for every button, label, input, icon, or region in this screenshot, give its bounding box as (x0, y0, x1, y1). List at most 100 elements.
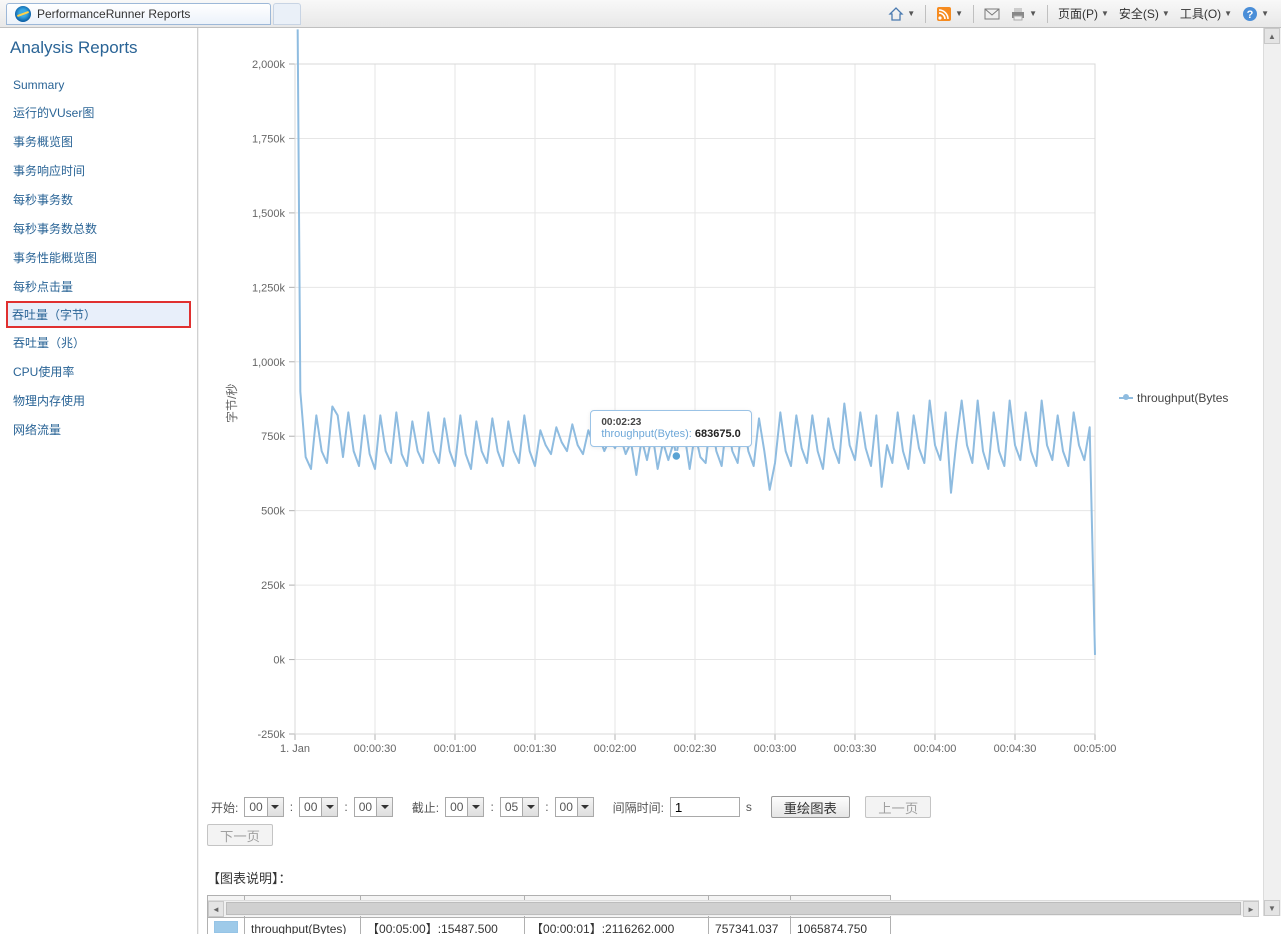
svg-text:250k: 250k (261, 580, 285, 592)
content-area: Analysis Reports Summary运行的VUser图事务概览图事务… (0, 28, 1281, 934)
svg-text:00:05:00: 00:05:00 (1074, 743, 1117, 755)
horizontal-scrollbar[interactable]: ◄ ► (208, 900, 1259, 916)
feeds-button[interactable]: ▼ (936, 6, 963, 22)
next-page-button[interactable]: 下一页 (207, 824, 273, 846)
nav-item-4[interactable]: 每秒事务数 (6, 185, 191, 214)
tab-title: PerformanceRunner Reports (37, 7, 190, 21)
nav-item-6[interactable]: 事务性能概览图 (6, 243, 191, 272)
chart-controls: 开始: 00 : 00 : 00 截止: 00 : 05 : 00 间隔时间: … (203, 788, 1259, 822)
nav-item-11[interactable]: 物理内存使用 (6, 386, 191, 415)
mail-icon (984, 6, 1000, 22)
main-panel: -250k 0k 250k 500k 750k 1,000k 1,250k 1,500k 1,7… (198, 28, 1281, 934)
svg-text:2,000k: 2,000k (252, 59, 286, 71)
svg-text:00:04:30: 00:04:30 (994, 743, 1037, 755)
help-button[interactable]: ? ▼ (1242, 6, 1269, 22)
svg-text:00:03:00: 00:03:00 (754, 743, 797, 755)
svg-text:00:00:30: 00:00:30 (354, 743, 397, 755)
svg-text:00:02:30: 00:02:30 (674, 743, 717, 755)
rss-icon (936, 6, 952, 22)
svg-text:1,250k: 1,250k (252, 282, 286, 294)
throughput-chart: -250k 0k 250k 500k 750k 1,000k 1,250k 1,500k 1,7… (199, 28, 1259, 788)
interval-label: 间隔时间: (613, 799, 664, 816)
tooltip-value: 683675.0 (695, 428, 741, 440)
print-icon (1010, 6, 1026, 22)
chart-controls-2: 下一页 (199, 822, 1259, 850)
browser-tab-active[interactable]: PerformanceRunner Reports (6, 3, 271, 25)
svg-text:1. Jan: 1. Jan (280, 743, 310, 755)
scroll-left-icon[interactable]: ◄ (208, 901, 224, 917)
table-section-title: 【图表说明】： (199, 850, 1259, 895)
home-button[interactable]: ▼ (888, 6, 915, 22)
chart-legend[interactable]: throughput(Bytes (1119, 391, 1228, 405)
svg-text:-250k: -250k (257, 729, 285, 741)
nav-list: Summary运行的VUser图事务概览图事务响应时间每秒事务数每秒事务数总数事… (0, 68, 197, 448)
svg-text:0k: 0k (273, 655, 285, 667)
svg-text:00:01:00: 00:01:00 (434, 743, 477, 755)
scroll-right-icon[interactable]: ► (1243, 901, 1259, 917)
safety-menu[interactable]: 安全(S) ▼ (1119, 5, 1170, 22)
table-cell: throughput(Bytes) (245, 918, 361, 934)
table-cell: 【00:00:01】:2116262.000 (525, 918, 709, 934)
prev-page-button[interactable]: 上一页 (865, 796, 931, 818)
vertical-scrollbar[interactable]: ▲ ▼ (1263, 28, 1281, 916)
scroll-down-icon[interactable]: ▼ (1264, 900, 1280, 916)
svg-text:00:02:00: 00:02:00 (594, 743, 637, 755)
svg-text:1,000k: 1,000k (252, 357, 286, 369)
browser-toolbar: PerformanceRunner Reports ▼ ▼ ▼ 页面(P) ▼ … (0, 0, 1281, 28)
interval-unit: s (746, 800, 752, 814)
nav-item-5[interactable]: 每秒事务数总数 (6, 214, 191, 243)
new-tab-button[interactable] (273, 3, 301, 25)
start-min-select[interactable]: 00 (299, 797, 338, 817)
mail-button[interactable] (984, 6, 1000, 22)
page-menu[interactable]: 页面(P) ▼ (1058, 5, 1109, 22)
table-cell: 757341.037 (709, 918, 791, 934)
nav-item-0[interactable]: Summary (6, 72, 191, 98)
svg-text:00:01:30: 00:01:30 (514, 743, 557, 755)
tools-menu[interactable]: 工具(O) ▼ (1180, 5, 1232, 22)
sidebar: Analysis Reports Summary运行的VUser图事务概览图事务… (0, 28, 198, 934)
ie-icon (15, 6, 31, 22)
nav-item-7[interactable]: 每秒点击量 (6, 272, 191, 301)
nav-item-8[interactable]: 吞吐量（字节） (6, 301, 191, 328)
start-sec-select[interactable]: 00 (354, 797, 393, 817)
end-hour-select[interactable]: 00 (445, 797, 484, 817)
scroll-thumb[interactable] (226, 902, 1241, 915)
legend-label: throughput(Bytes (1137, 391, 1228, 405)
svg-text:1,750k: 1,750k (252, 133, 286, 145)
interval-input[interactable] (670, 797, 740, 817)
end-sec-select[interactable]: 00 (555, 797, 594, 817)
tab-bar: PerformanceRunner Reports (0, 3, 888, 25)
sidebar-title: Analysis Reports (0, 36, 197, 68)
svg-text:00:04:00: 00:04:00 (914, 743, 957, 755)
table-cell: 1065874.750 (791, 918, 891, 934)
start-hour-select[interactable]: 00 (244, 797, 283, 817)
chart-wrap: -250k 0k 250k 500k 750k 1,000k 1,250k 1,500k 1,7… (199, 28, 1259, 934)
table-cell: 【00:05:00】:15487.500 (361, 918, 525, 934)
svg-text:1,500k: 1,500k (252, 208, 286, 220)
scroll-up-icon[interactable]: ▲ (1264, 28, 1280, 44)
redraw-button[interactable]: 重绘图表 (771, 796, 850, 818)
toolbar-right: ▼ ▼ ▼ 页面(P) ▼ 安全(S) ▼ 工具(O) ▼ ? ▼ (888, 5, 1281, 23)
start-label: 开始: (211, 799, 238, 816)
end-label: 截止: (412, 799, 439, 816)
svg-text:00:03:30: 00:03:30 (834, 743, 877, 755)
svg-text:500k: 500k (261, 506, 285, 518)
end-min-select[interactable]: 05 (500, 797, 539, 817)
nav-item-10[interactable]: CPU使用率 (6, 357, 191, 386)
home-icon (888, 6, 904, 22)
chart-tooltip: 00:02:23 throughput(Bytes): 683675.0 (590, 410, 751, 447)
y-axis-title: 字节/秒 (223, 384, 240, 423)
nav-item-2[interactable]: 事务概览图 (6, 127, 191, 156)
nav-item-12[interactable]: 网络流量 (6, 415, 191, 444)
help-icon: ? (1242, 6, 1258, 22)
legend-marker-icon (1119, 391, 1133, 405)
tooltip-time: 00:02:23 (601, 417, 740, 428)
svg-text:?: ? (1247, 9, 1254, 21)
table-cell-color (208, 918, 245, 934)
print-button[interactable]: ▼ (1010, 6, 1037, 22)
nav-item-3[interactable]: 事务响应时间 (6, 156, 191, 185)
tooltip-series: throughput(Bytes): (601, 428, 695, 440)
nav-item-9[interactable]: 吞吐量（兆） (6, 328, 191, 357)
nav-item-1[interactable]: 运行的VUser图 (6, 98, 191, 127)
svg-text:750k: 750k (261, 431, 285, 443)
